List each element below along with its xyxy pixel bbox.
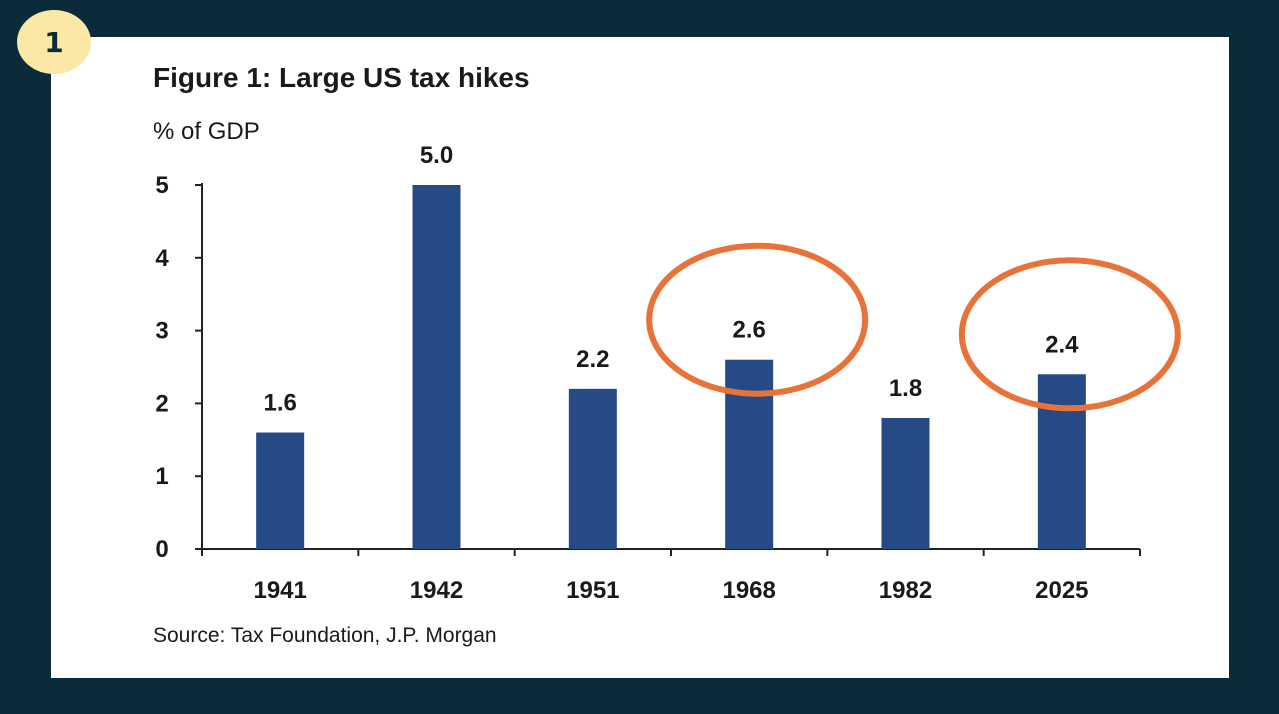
y-tick-label: 1 xyxy=(155,463,168,490)
value-label-1982: 1.8 xyxy=(889,375,922,402)
x-tick-label-1951: 1951 xyxy=(566,577,619,604)
value-label-1968: 2.6 xyxy=(732,317,765,344)
chart-source-note: Source: Tax Foundation, J.P. Morgan xyxy=(153,624,497,647)
y-tick-label: 5 xyxy=(155,172,168,199)
y-axis-unit-label: % of GDP xyxy=(153,118,260,145)
y-tick-label: 2 xyxy=(155,390,168,417)
y-tick-label: 4 xyxy=(155,245,169,272)
value-label-1941: 1.6 xyxy=(263,390,296,417)
value-label-1942: 5.0 xyxy=(420,142,453,169)
chart-panel xyxy=(51,37,1229,678)
bar-1941 xyxy=(256,432,305,549)
x-tick-label-1941: 1941 xyxy=(253,577,306,604)
bar-1968 xyxy=(725,359,774,549)
value-label-2025: 2.4 xyxy=(1045,331,1079,358)
chart-title: Figure 1: Large US tax hikes xyxy=(153,62,530,93)
highlight-circle-1968 xyxy=(646,242,869,397)
bar-1942 xyxy=(412,185,461,549)
x-tick-label-1942: 1942 xyxy=(410,577,463,604)
bar-2025 xyxy=(1037,374,1086,549)
x-tick-label-1982: 1982 xyxy=(879,577,932,604)
bar-1982 xyxy=(881,417,930,549)
value-label-1951: 2.2 xyxy=(576,346,609,373)
x-tick-label-1968: 1968 xyxy=(722,577,775,604)
bar-1951 xyxy=(568,388,617,549)
step-number-badge: 1 xyxy=(17,10,91,74)
x-tick-label-2025: 2025 xyxy=(1035,577,1088,604)
y-tick-label: 0 xyxy=(155,536,168,563)
y-tick-label: 3 xyxy=(155,318,168,345)
highlight-circle-2025 xyxy=(958,257,1181,412)
